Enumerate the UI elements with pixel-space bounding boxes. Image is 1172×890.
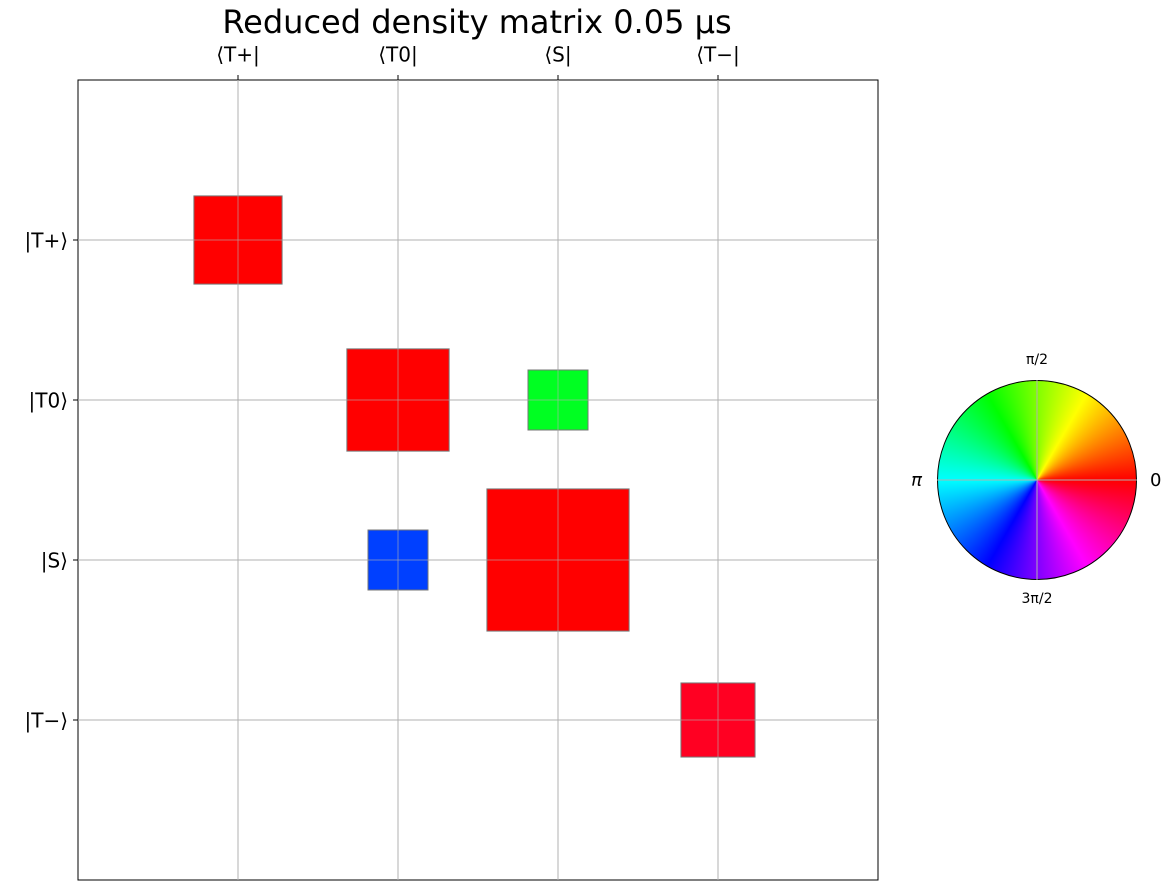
plot-area — [77, 79, 879, 881]
chart-title: Reduced density matrix 0.05 µs — [222, 3, 731, 41]
x-tick-label: ⟨S| — [544, 43, 571, 67]
x-tick-label: ⟨T0| — [378, 43, 417, 67]
y-tick-label: |T+⟩ — [24, 229, 68, 253]
wheel-label: 3π/2 — [1022, 591, 1053, 607]
y-tick-label: |S⟩ — [41, 549, 68, 573]
wheel-label: π/2 — [1026, 352, 1048, 368]
wheel-label: 0 — [1150, 470, 1161, 491]
x-tick-label: ⟨T+| — [216, 43, 260, 67]
y-tick-label: |T−⟩ — [24, 709, 68, 733]
wheel-label: π — [911, 470, 923, 491]
y-tick-label: |T0⟩ — [29, 389, 68, 413]
x-tick-label: ⟨T−| — [696, 43, 740, 67]
